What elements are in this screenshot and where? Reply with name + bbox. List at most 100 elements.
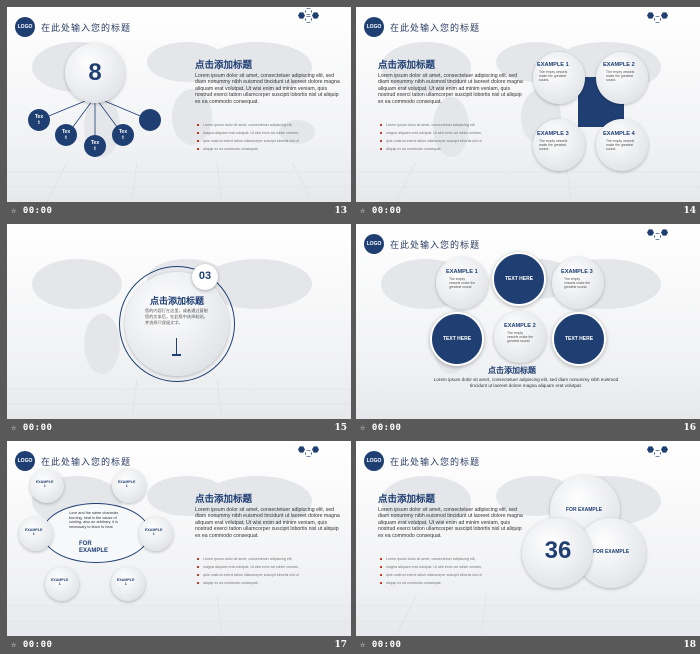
slide-thumbnail-17[interactable]: LOGO 在此处输入您的标题 Love and the same charact… — [7, 441, 351, 654]
example-small-label: EXAMPLE 1 — [145, 528, 163, 537]
page-title: 在此处输入您的标题 — [41, 23, 132, 33]
slide-heading: 点击添加标题 — [195, 494, 253, 505]
slide-footer: ☆ 00:00 16 — [356, 419, 700, 437]
slide-footer: ☆ 00:00 18 — [356, 636, 700, 654]
logo-badge: LOGO — [15, 451, 35, 471]
bullet-item: Lorem ipsum dolor sit amet, consectetuer… — [380, 123, 476, 127]
example-text: The empty vessels make the greatest soun… — [539, 70, 568, 82]
example-circle — [436, 257, 488, 309]
center-circle — [125, 272, 229, 376]
center-ellipse — [42, 503, 150, 563]
bullet-item: magna aliquam erat volutpat. Ut wisi eni… — [380, 565, 482, 569]
hex-decoration-icon — [305, 8, 312, 15]
example-label: EXAMPLE 4 — [603, 131, 635, 137]
example-small-circle — [19, 517, 53, 551]
example-text: The empty vessels make the greatest soun… — [606, 139, 635, 151]
body-text: Lorem ipsum dolor sit amet, consectetuer… — [378, 507, 523, 539]
example-small-label: EXAMPLE 1 — [51, 578, 69, 587]
example-label: EXAMPLE 2 — [603, 62, 635, 68]
slide-number: 14 — [683, 206, 696, 216]
circle-text: 您的内容打在这里，或者通过复制您的文本后，在此框中选择粘贴，并选择只保留文字。 — [145, 308, 208, 325]
logo-badge: LOGO — [15, 17, 35, 37]
example-text: The empty vessels make the greatest soun… — [564, 277, 591, 289]
hex-decoration-icon — [647, 12, 654, 19]
slide-canvas: LOGO 在此处输入您的标题 点击添加标题 Lorem ipsum dolor … — [356, 441, 700, 636]
logo-badge: LOGO — [364, 451, 384, 471]
body-text: Lorem ipsum dolor sit amet, consectetuer… — [195, 73, 340, 105]
bullet-item: Lorem ipsum dolor sit amet, consectetuer… — [380, 557, 476, 561]
hex-decoration-icon — [298, 12, 305, 19]
pin-base — [172, 354, 181, 356]
outer-ring — [119, 266, 235, 382]
bullet-item: aliquip ex ea commodo consequat. — [380, 147, 442, 151]
logo-badge: LOGO — [364, 17, 384, 37]
bullet-item: magna aliquam erat volutpat. Ut wisi eni… — [197, 131, 299, 135]
slide-timing: ☆ 00:00 — [360, 423, 402, 433]
bullet-item: aliquip ex ea commodo consequat. — [197, 581, 259, 585]
logo-badge: LOGO — [364, 234, 384, 254]
slide-number: 18 — [683, 640, 696, 650]
example-small-circle — [111, 567, 145, 601]
slide-thumbnail-14[interactable]: LOGO 在此处输入您的标题 点击添加标题 Lorem ipsum dolor … — [356, 7, 700, 220]
example-small-circle — [139, 517, 173, 551]
slide-footer: ☆ 00:00 15 — [7, 419, 351, 437]
text-here-circle: TEXT HERE — [430, 312, 484, 366]
center-text: Love and the same character, burning, he… — [69, 511, 120, 529]
slide-thumbnail-15[interactable]: 03 点击添加标题 您的内容打在这里，或者通过复制您的文本后，在此框中选择粘贴，… — [7, 224, 351, 437]
hex-decoration-icon — [312, 446, 319, 453]
big-number: 36 — [544, 537, 572, 564]
circle-heading: 点击添加标题 — [149, 296, 204, 306]
example-label: EXAMPLE 1 — [446, 269, 478, 275]
example-small-circle — [112, 469, 146, 503]
slide-heading: 点击添加标题 — [488, 366, 536, 375]
example-circle — [596, 119, 648, 171]
bullet-item: Lorem ipsum dolor sit amet, consectetuer… — [197, 557, 293, 561]
floor-grid — [7, 596, 351, 636]
node-circle-empty — [139, 109, 161, 131]
page-title: 在此处输入您的标题 — [41, 457, 132, 467]
for-example-label: FOR EXAMPLE — [566, 507, 603, 513]
example-label: EXAMPLE 1 — [537, 62, 569, 68]
badge-number: 03 — [198, 270, 212, 282]
slide-timing: ☆ 00:00 — [11, 423, 53, 433]
slide-heading: 点击添加标题 — [378, 60, 436, 71]
bullet-item: quis nostrud exerci tation ullamcorper s… — [197, 139, 299, 143]
example-circle — [533, 119, 585, 171]
slide-thumbnail-18[interactable]: LOGO 在此处输入您的标题 点击添加标题 Lorem ipsum dolor … — [356, 441, 700, 654]
example-label: EXAMPLE 3 — [561, 269, 593, 275]
bullet-item: quis nostrud exerci tation ullamcorper s… — [380, 573, 482, 577]
hex-decoration-icon — [305, 16, 312, 23]
example-text: The empty vessels make the greatest soun… — [449, 277, 476, 289]
slide-footer: ☆ 00:00 14 — [356, 202, 700, 220]
bullet-item: quis nostrud exerci tation ullamcorper s… — [197, 573, 299, 577]
example-text: The empty vessels make the greatest soun… — [507, 331, 534, 343]
hex-decoration-icon — [654, 233, 661, 240]
bullet-item: Lorem ipsum dolor sit amet, consectetuer… — [197, 123, 293, 127]
example-small-label: EXAMPLE 1 — [36, 480, 54, 489]
hex-decoration-icon — [654, 450, 661, 457]
slide-canvas: LOGO 在此处输入您的标题 8 Tex t Tex t Tex t Tex t… — [7, 7, 351, 202]
example-circle — [533, 52, 585, 104]
example-small-label: EXAMPLE 1 — [118, 480, 136, 489]
example-label: EXAMPLE 3 — [537, 131, 569, 137]
hex-decoration-icon — [647, 229, 654, 236]
example-circle — [552, 257, 604, 309]
hex-decoration-icon — [661, 446, 668, 453]
page-title: 在此处输入您的标题 — [390, 240, 481, 250]
badge-circle — [192, 264, 218, 290]
hex-decoration-icon — [661, 12, 668, 19]
slide-thumbnail-13[interactable]: LOGO 在此处输入您的标题 8 Tex t Tex t Tex t Tex t… — [7, 7, 351, 220]
example-small-label: EXAMPLE 1 — [25, 528, 43, 537]
slide-canvas: LOGO 在此处输入您的标题 点击添加标题 Lorem ipsum dolor … — [356, 7, 700, 202]
slide-thumbnail-16[interactable]: LOGO 在此处输入您的标题 TEXT HERE TEXT HERE TEXT … — [356, 224, 700, 437]
bullet-item: quis nostrud exerci tation ullamcorper s… — [380, 139, 482, 143]
page-title: 在此处输入您的标题 — [390, 23, 481, 33]
center-circle — [65, 43, 125, 103]
hex-decoration-icon — [661, 229, 668, 236]
slide-footer: ☆ 00:00 13 — [7, 202, 351, 220]
body-text: Lorem ipsum dolor sit amet, consectetuer… — [195, 507, 340, 539]
slide-number: 17 — [334, 640, 347, 650]
slide-timing: ☆ 00:00 — [11, 640, 53, 650]
hex-decoration-icon — [298, 446, 305, 453]
example-text: The empty vessels make the greatest soun… — [539, 139, 568, 151]
